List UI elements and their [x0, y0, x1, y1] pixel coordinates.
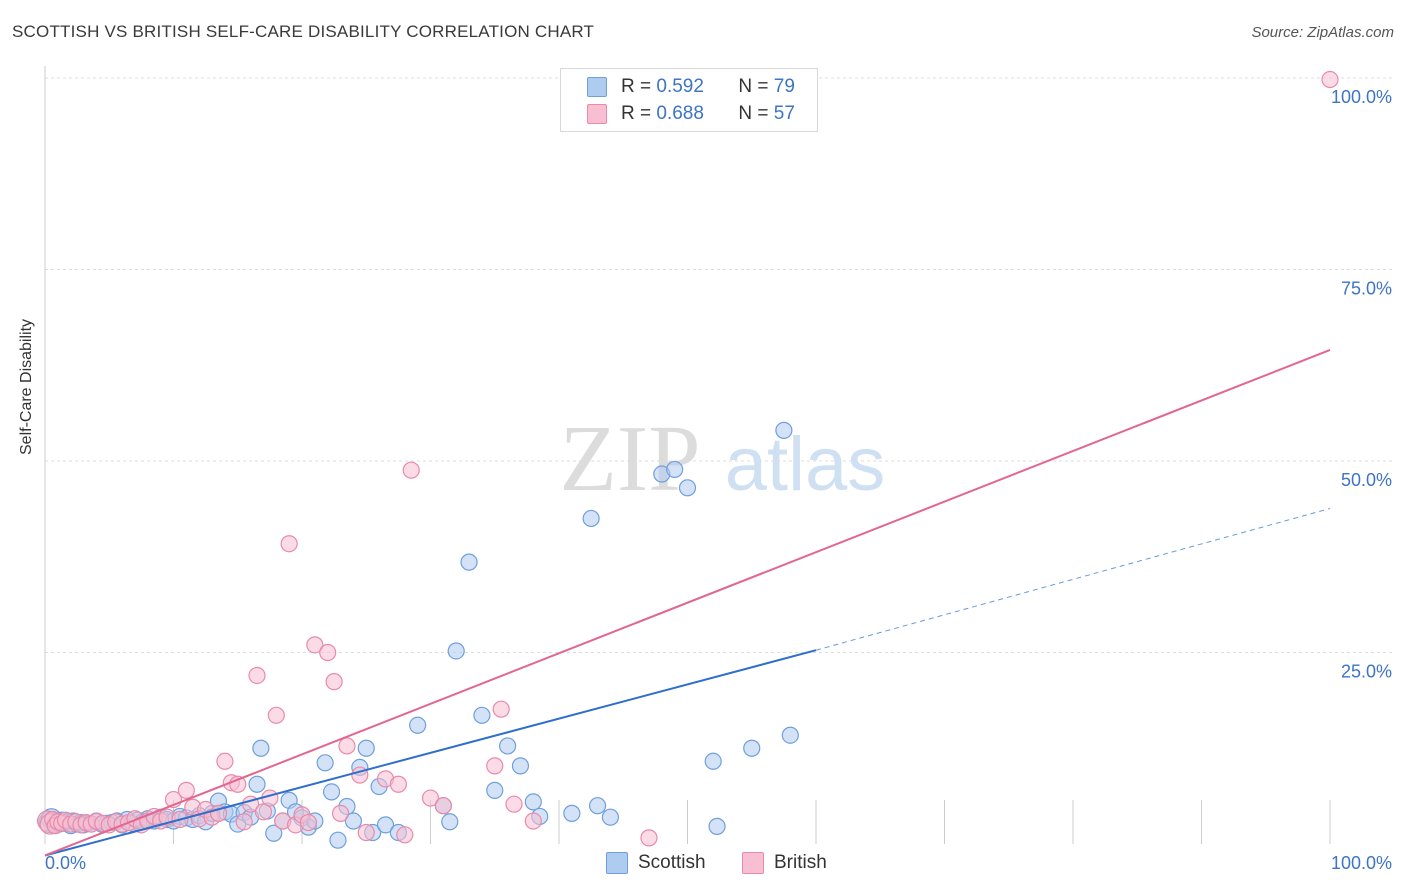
legend-r-label: R = — [621, 76, 657, 97]
british-point — [421, 789, 440, 807]
british-point — [306, 636, 324, 654]
scottish-point — [511, 757, 530, 775]
scottish-point — [499, 737, 517, 755]
scottish-point — [409, 716, 427, 734]
british-point — [402, 461, 420, 479]
watermark-zip: ZIP — [560, 407, 701, 511]
scottish-point — [265, 824, 283, 842]
scottish-points — [38, 421, 799, 849]
scottish-point — [781, 726, 799, 744]
source-label: Source: ZipAtlas.com — [1251, 24, 1394, 41]
y-tick-label: 50.0% — [1341, 470, 1392, 490]
tick-labels: 100.0% 75.0% 50.0% 25.0% 0.0% 100.0% — [45, 87, 1392, 873]
bottom-legend-scottish: Scottish — [606, 852, 706, 874]
scottish-point — [582, 509, 600, 528]
british-point — [299, 813, 318, 832]
y-axis-label: Self-Care Disability — [18, 318, 35, 455]
y-tick-label: 75.0% — [1341, 279, 1392, 299]
scottish-point — [316, 754, 334, 772]
scottish-point — [376, 816, 395, 834]
scottish-point — [447, 642, 465, 660]
legend-swatch-scottish — [587, 77, 607, 97]
scottish-point — [666, 460, 684, 479]
british-point — [331, 804, 350, 822]
scottish-point — [775, 421, 793, 439]
scottish-point — [473, 706, 491, 724]
british-point — [216, 752, 234, 770]
x-tick-label-min: 0.0% — [45, 853, 86, 873]
legend-r-value: 0.592 — [656, 76, 704, 97]
british-point — [1321, 70, 1339, 89]
scottish-point — [252, 739, 270, 757]
british-point — [280, 535, 298, 553]
scottish-point — [460, 553, 478, 571]
british-point — [254, 803, 273, 821]
british-point — [640, 829, 658, 847]
bottom-swatch-scottish — [606, 852, 628, 874]
legend-n-label: N = — [738, 76, 774, 97]
bottom-legend-british: British — [742, 852, 827, 874]
british-point — [492, 700, 510, 718]
british-point — [325, 673, 343, 691]
scottish-trend-extension — [815, 508, 1331, 651]
legend-n-label: N = — [738, 103, 774, 124]
correlation-legend: R = 0.592 N = 79 R = 0.688 N = 57 — [560, 68, 818, 132]
bottom-legend-label: Scottish — [638, 852, 706, 873]
british-point — [267, 706, 285, 724]
axes — [44, 66, 1331, 844]
british-point — [338, 737, 356, 755]
scottish-point — [704, 752, 722, 770]
scottish-point — [248, 775, 266, 793]
legend-r-label: R = — [621, 103, 657, 124]
chart-title: SCOTTISH VS BRITISH SELF-CARE DISABILITY… — [12, 22, 595, 41]
watermark: ZIP atlas — [560, 407, 886, 511]
legend-n-value: 57 — [773, 103, 795, 124]
legend-row-scottish: R = 0.592 N = 79 — [587, 75, 795, 99]
scottish-point — [329, 831, 347, 849]
scottish-point — [524, 793, 542, 811]
british-trend-line — [44, 348, 1331, 857]
british-point — [319, 643, 337, 662]
y-tick-label: 100.0% — [1331, 87, 1392, 107]
legend-r-value: 0.688 — [656, 103, 704, 124]
british-point — [505, 795, 523, 813]
british-point — [177, 781, 195, 799]
bottom-legend-label: British — [774, 852, 827, 873]
scottish-point — [601, 808, 620, 826]
scottish-point — [708, 817, 726, 835]
british-point — [357, 823, 375, 842]
trend-lines — [44, 348, 1331, 857]
british-point — [389, 775, 407, 793]
bottom-swatch-british — [742, 852, 764, 874]
grid-lines — [45, 77, 1392, 653]
legend-swatch-british — [587, 104, 607, 124]
scottish-point — [322, 783, 341, 801]
british-point — [396, 826, 414, 844]
scottish-point — [344, 812, 362, 830]
legend-row-british: R = 0.688 N = 57 — [587, 102, 795, 126]
scottish-point — [678, 479, 697, 497]
scottish-point — [743, 739, 761, 757]
scottish-point — [486, 781, 504, 799]
scottish-point — [563, 804, 581, 822]
y-tick-label: 25.0% — [1341, 662, 1392, 682]
scottish-point — [588, 797, 607, 815]
scottish-point — [357, 739, 375, 757]
british-point — [434, 797, 452, 815]
watermark-atlas: atlas — [725, 422, 886, 507]
british-point — [524, 812, 542, 830]
x-tick-label-max: 100.0% — [1331, 853, 1392, 873]
british-point — [486, 757, 504, 775]
british-point — [248, 666, 266, 685]
scottish-point — [441, 813, 459, 831]
scottish-trend-line — [44, 649, 817, 857]
british-point — [235, 813, 253, 831]
legend-n-value: 79 — [773, 76, 795, 97]
